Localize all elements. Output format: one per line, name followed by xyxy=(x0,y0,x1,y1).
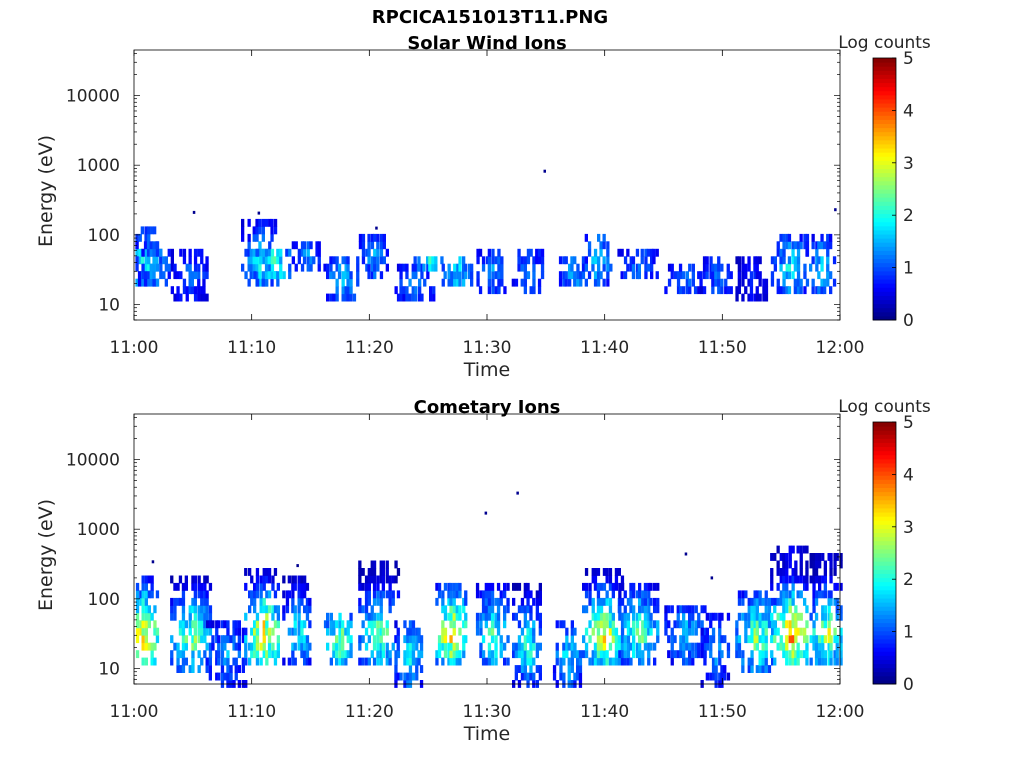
x-tick-label: 11:50 xyxy=(698,702,747,722)
x-tick-label: 11:40 xyxy=(580,702,629,722)
burst-mark xyxy=(582,568,625,666)
burst-mark xyxy=(170,248,209,302)
burst-mark xyxy=(475,582,510,666)
x-axis-label: Time xyxy=(463,723,511,745)
colorbar-tick-label: 2 xyxy=(903,570,914,590)
colorbar-tick-label: 1 xyxy=(903,623,914,643)
isolated-point xyxy=(484,511,488,515)
burst-mark xyxy=(582,233,613,287)
burst-mark xyxy=(323,256,360,302)
y-axis-label: Energy (eV) xyxy=(35,135,57,247)
isolated-point xyxy=(192,210,196,214)
x-tick-label: 12:00 xyxy=(816,338,865,358)
x-tick-label: 11:20 xyxy=(345,338,394,358)
isolated-point xyxy=(296,564,299,568)
spectrogram-pixels xyxy=(135,491,843,688)
burst-mark xyxy=(664,263,703,295)
burst-mark xyxy=(476,248,507,295)
figure-title: RPCICA151013T11.PNG xyxy=(371,7,609,28)
burst-mark xyxy=(394,263,436,302)
isolated-point xyxy=(257,211,261,215)
isolated-point xyxy=(834,208,837,212)
x-tick-label: 11:30 xyxy=(463,702,512,722)
burst-mark xyxy=(435,582,468,666)
x-tick-label: 11:00 xyxy=(110,702,159,722)
burst-mark xyxy=(244,568,280,666)
y-tick-label: 10 xyxy=(98,296,120,316)
burst-mark xyxy=(735,590,777,673)
burst-mark xyxy=(700,612,731,688)
burst-mark xyxy=(135,575,160,666)
burst-mark xyxy=(394,620,424,688)
panel-title: Solar Wind Ions xyxy=(407,33,566,54)
burst-mark xyxy=(770,545,809,666)
colorbar-tick-label: 4 xyxy=(903,465,914,485)
burst-mark xyxy=(282,575,312,666)
colorbar-tick-label: 5 xyxy=(903,413,914,433)
colorbar-tick-label: 0 xyxy=(903,311,914,331)
y-tick-label: 1000 xyxy=(77,156,120,176)
isolated-point xyxy=(543,169,546,173)
burst-mark xyxy=(805,233,837,295)
burst-mark xyxy=(558,256,588,287)
burst-mark xyxy=(323,612,353,666)
colorbar-tick-label: 2 xyxy=(903,206,914,226)
y-axis-label: Energy (eV) xyxy=(35,499,57,611)
y-tick-label: 10 xyxy=(98,660,120,680)
x-axis-label: Time xyxy=(463,359,511,381)
burst-mark xyxy=(135,241,171,287)
colorbar-tick-label: 3 xyxy=(903,154,914,174)
x-tick-label: 11:00 xyxy=(110,338,159,358)
isolated-point xyxy=(151,560,155,564)
colorbar-tick-label: 1 xyxy=(903,259,914,279)
burst-mark xyxy=(809,553,843,666)
plot-area xyxy=(134,50,840,320)
colorbar-label: Log counts xyxy=(838,33,931,53)
burst-mark xyxy=(358,560,401,666)
isolated-point xyxy=(684,552,688,556)
x-tick-label: 11:10 xyxy=(227,338,276,358)
burst-mark xyxy=(291,241,321,272)
x-tick-label: 11:10 xyxy=(227,702,276,722)
y-tick-label: 10000 xyxy=(66,451,120,471)
x-tick-label: 11:40 xyxy=(580,338,629,358)
burst-mark xyxy=(253,248,292,287)
burst-mark xyxy=(413,256,444,272)
spectrogram-pixels xyxy=(135,169,837,302)
colorbar-tick-label: 3 xyxy=(903,518,914,538)
burst-mark xyxy=(358,233,389,280)
x-tick-label: 11:30 xyxy=(463,338,512,358)
colorbar-tick-label: 4 xyxy=(903,101,914,121)
burst-mark xyxy=(735,256,769,302)
isolated-point xyxy=(375,226,378,230)
burst-mark xyxy=(511,248,545,295)
panel-solar-wind: 11:00 11:10 11:20 11:30 11:40 11:50 12:0010100… xyxy=(35,33,931,381)
x-tick-label: 12:00 xyxy=(816,702,865,722)
y-tick-label: 10000 xyxy=(66,87,120,107)
burst-mark xyxy=(700,256,733,295)
y-tick-label: 100 xyxy=(88,226,120,246)
colorbar-tick-label: 5 xyxy=(903,49,914,69)
y-tick-label: 100 xyxy=(88,590,120,610)
y-tick-label: 1000 xyxy=(77,520,120,540)
burst-mark xyxy=(170,575,213,673)
burst-mark xyxy=(441,256,474,287)
isolated-point xyxy=(710,576,714,580)
x-tick-label: 11:50 xyxy=(698,338,747,358)
burst-mark xyxy=(617,248,659,280)
x-tick-label: 11:20 xyxy=(345,702,394,722)
isolated-point xyxy=(516,491,519,495)
burst-mark xyxy=(664,605,707,666)
colorbar-tick-label: 0 xyxy=(903,675,914,695)
colorbar-label: Log counts xyxy=(838,397,931,417)
burst-mark xyxy=(618,582,660,666)
panel-title: Cometary Ions xyxy=(414,397,561,418)
panel-cometary: 11:00 11:10 11:20 11:30 11:40 11:50 12:0010100… xyxy=(35,397,931,745)
